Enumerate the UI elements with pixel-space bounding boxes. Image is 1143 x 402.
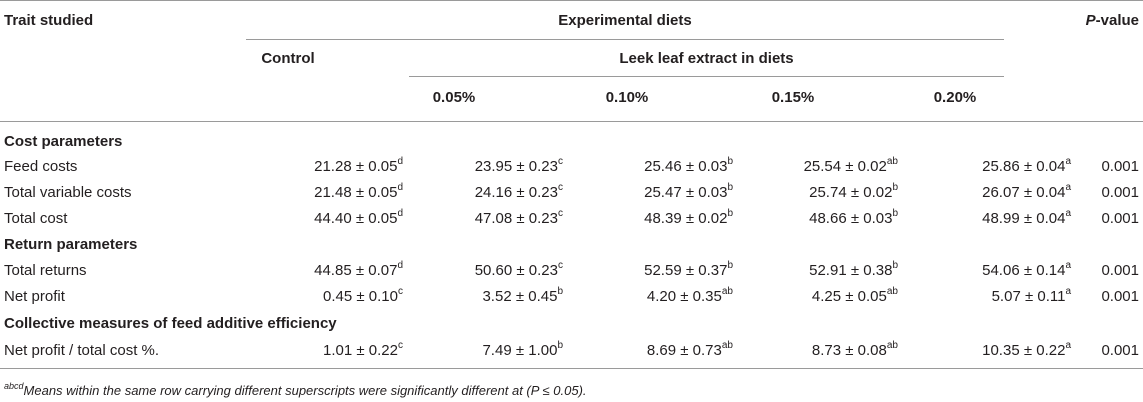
cell-npc-p: 0.001	[1101, 342, 1139, 359]
cell-total-variable-costs-005: 24.16 ± 0.23c	[474, 182, 563, 202]
footnote-superscript: abcd	[4, 380, 24, 391]
cell-total-cost-p: 0.001	[1101, 210, 1139, 227]
header-p-suffix: -value	[1095, 12, 1139, 29]
header-control: Control	[261, 50, 315, 67]
header-dose-2: 0.15%	[771, 89, 815, 106]
header-dose-1: 0.10%	[605, 89, 649, 106]
section-title-return: Return parameters	[4, 236, 138, 253]
cell-feed-costs-010: 25.46 ± 0.03b	[644, 156, 733, 176]
rule-under-header	[0, 121, 1143, 122]
cell-feed-costs-020: 25.86 ± 0.04a	[982, 156, 1071, 176]
header-leek-extract: Leek leaf extract in diets	[619, 50, 794, 67]
cell-net-profit-p: 0.001	[1101, 288, 1139, 305]
rule-under-experimental	[246, 39, 1004, 40]
cell-net-profit-010: 4.20 ± 0.35ab	[646, 286, 733, 306]
cell-feed-costs-015: 25.54 ± 0.02ab	[803, 156, 898, 176]
row-label-total-variable-costs: Total variable costs	[4, 184, 132, 201]
section-title-collective: Collective measures of feed additive eff…	[4, 315, 337, 332]
cell-total-returns-020: 54.06 ± 0.14a	[982, 260, 1071, 280]
cell-total-cost-control: 44.40 ± 0.05d	[314, 208, 403, 228]
cell-net-profit-020: 5.07 ± 0.11a	[991, 286, 1071, 306]
row-label-net-profit: Net profit	[4, 288, 65, 305]
cell-feed-costs-005: 23.95 ± 0.23c	[474, 156, 563, 176]
cell-npc-015: 8.73 ± 0.08ab	[811, 340, 898, 360]
header-experimental-diets: Experimental diets	[558, 12, 692, 29]
rule-top	[0, 0, 1143, 1]
cell-net-profit-control: 0.45 ± 0.10c	[323, 286, 403, 306]
row-label-total-cost: Total cost	[4, 210, 68, 227]
cell-total-variable-costs-020: 26.07 ± 0.04a	[982, 182, 1071, 202]
header-dose-3: 0.20%	[933, 89, 977, 106]
cell-total-cost-020: 48.99 ± 0.04a	[982, 208, 1071, 228]
cell-net-profit-015: 4.25 ± 0.05ab	[811, 286, 898, 306]
cell-total-returns-control: 44.85 ± 0.07d	[314, 260, 403, 280]
row-label-total-returns: Total returns	[4, 262, 87, 279]
cell-npc-020: 10.35 ± 0.22a	[982, 340, 1071, 360]
header-p-letter: P	[1085, 12, 1096, 29]
header-dose-0: 0.05%	[432, 89, 476, 106]
cell-total-returns-015: 52.91 ± 0.38b	[809, 260, 898, 280]
cell-total-variable-costs-control: 21.48 ± 0.05d	[314, 182, 403, 202]
cell-net-profit-005: 3.52 ± 0.45b	[482, 286, 563, 306]
footnote: abcdMeans within the same row carrying d…	[4, 380, 587, 398]
cell-npc-010: 8.69 ± 0.73ab	[646, 340, 733, 360]
row-label-feed-costs: Feed costs	[4, 158, 78, 175]
cell-npc-005: 7.49 ± 1.00b	[482, 340, 563, 360]
rule-under-leek	[409, 76, 1004, 77]
cell-total-returns-005: 50.60 ± 0.23c	[474, 260, 563, 280]
cell-npc-control: 1.01 ± 0.22c	[323, 340, 403, 360]
cell-total-variable-costs-p: 0.001	[1101, 184, 1139, 201]
cell-total-returns-p: 0.001	[1101, 262, 1139, 279]
cell-feed-costs-p: 0.001	[1101, 158, 1139, 175]
cell-total-variable-costs-010: 25.47 ± 0.03b	[644, 182, 733, 202]
cell-feed-costs-control: 21.28 ± 0.05d	[314, 156, 403, 176]
row-label-net-profit-total-cost: Net profit / total cost %.	[4, 342, 160, 359]
cell-total-returns-010: 52.59 ± 0.37b	[644, 260, 733, 280]
cell-total-cost-010: 48.39 ± 0.02b	[644, 208, 733, 228]
cell-total-variable-costs-015: 25.74 ± 0.02b	[809, 182, 898, 202]
rule-bottom	[0, 368, 1143, 369]
header-trait: Trait studied	[4, 12, 94, 29]
footnote-text: Means within the same row carrying diffe…	[23, 383, 587, 398]
header-p-value: P-value	[1040, 12, 1139, 30]
section-title-cost: Cost parameters	[4, 133, 123, 150]
cell-total-cost-015: 48.66 ± 0.03b	[809, 208, 898, 228]
cell-total-cost-005: 47.08 ± 0.23c	[474, 208, 563, 228]
